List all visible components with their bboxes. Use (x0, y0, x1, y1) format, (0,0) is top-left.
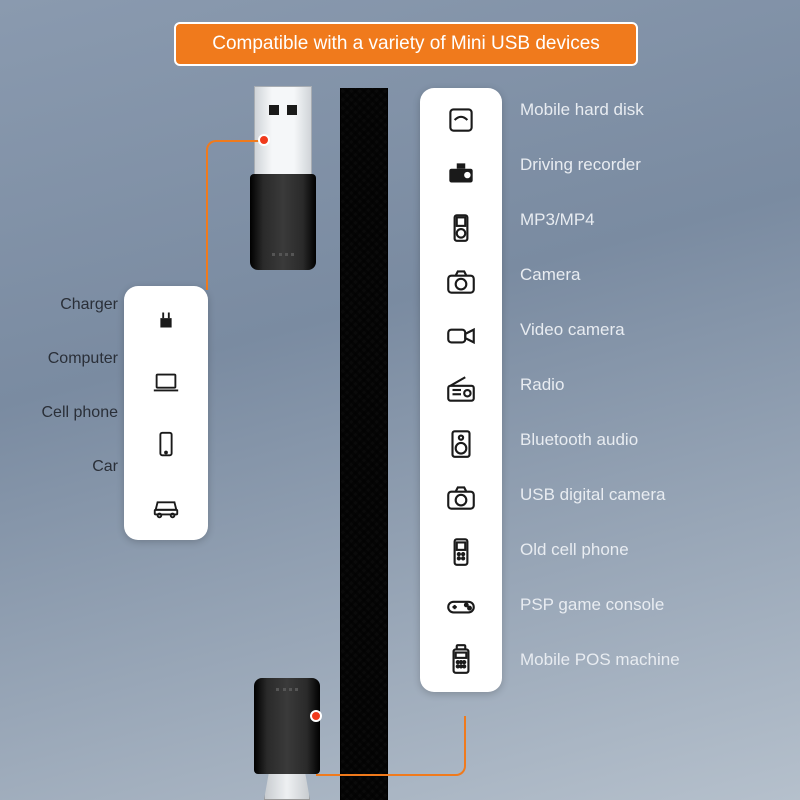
right-label: Camera (520, 265, 680, 285)
left-label-column: Charger Computer Cell phone Car (0, 296, 118, 476)
left-icon-panel (124, 286, 208, 540)
car-icon (148, 488, 184, 524)
callout-dot-usb-a (258, 134, 270, 146)
camera-icon (443, 480, 479, 516)
old-phone-icon (443, 534, 479, 570)
phone-icon (148, 426, 184, 462)
laptop-icon (148, 364, 184, 400)
hdd-icon (443, 102, 479, 138)
plug-icon (148, 302, 184, 338)
right-label: Radio (520, 375, 680, 395)
left-label: Car (0, 458, 118, 476)
pos-icon (443, 642, 479, 678)
camcorder-icon (443, 318, 479, 354)
ipod-icon (443, 210, 479, 246)
camera-icon (443, 264, 479, 300)
right-label: MP3/MP4 (520, 210, 680, 230)
left-label: Computer (0, 350, 118, 368)
right-icon-panel (420, 88, 502, 692)
right-label-column: Mobile hard disk Driving recorder MP3/MP… (520, 100, 680, 670)
right-label: Mobile POS machine (520, 650, 680, 670)
right-label: PSP game console (520, 595, 680, 615)
callout-dot-mini-usb (310, 710, 322, 722)
right-label: USB digital camera (520, 485, 680, 505)
right-label: Driving recorder (520, 155, 680, 175)
right-label: Video camera (520, 320, 680, 340)
braided-cable (340, 88, 388, 800)
left-label: Charger (0, 296, 118, 314)
mini-usb-connector (254, 678, 320, 800)
radio-icon (443, 372, 479, 408)
right-label: Old cell phone (520, 540, 680, 560)
speaker-icon (443, 426, 479, 462)
usb-a-connector (254, 86, 312, 270)
gamepad-icon (443, 588, 479, 624)
banner-title: Compatible with a variety of Mini USB de… (212, 33, 600, 55)
callout-line-usb-a (206, 140, 262, 290)
compat-banner: Compatible with a variety of Mini USB de… (174, 22, 638, 66)
callout-line-mini-usb (316, 716, 466, 776)
right-label: Mobile hard disk (520, 100, 680, 120)
left-label: Cell phone (0, 404, 118, 422)
right-label: Bluetooth audio (520, 430, 680, 450)
dashcam-icon (443, 156, 479, 192)
